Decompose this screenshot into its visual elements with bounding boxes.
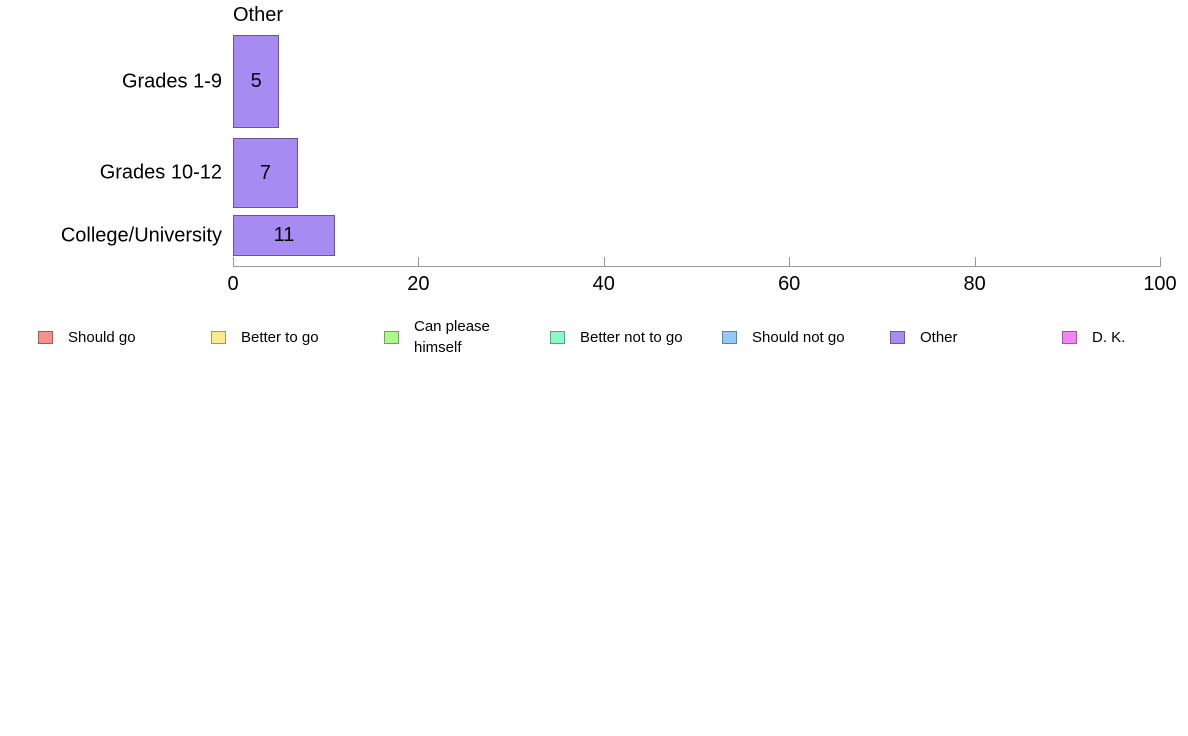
x-axis-tick-labels: 0 20 40 60 80 100 (227, 273, 1176, 297)
legend-item-dk: D. K. (1062, 315, 1125, 359)
legend-label: Can please himself (414, 318, 490, 356)
x-axis-tick-label: 60 (778, 273, 801, 295)
legend: Should go Better to go Can please himsel… (0, 315, 1188, 361)
bar-grades-1-9: 5 (233, 35, 280, 128)
category-label-grades-10-12: Grades 10-12 (99, 161, 222, 184)
x-axis-tick (789, 257, 791, 266)
bar-value-label: 11 (273, 224, 295, 246)
legend-label: Other (920, 328, 958, 346)
legend-swatch-better-to-go (211, 330, 226, 344)
legend-swatch-can-please-himself (384, 330, 399, 344)
legend-item-better-not-to-go: Better not to go (550, 315, 683, 359)
x-axis-tick (974, 257, 976, 266)
x-axis-tick-label: 100 (1143, 273, 1177, 295)
category-label-college-university: College/University (60, 224, 222, 247)
legend-label: Should go (68, 328, 136, 346)
legend-swatch-better-not-to-go (550, 330, 565, 344)
legend-label: D. K. (1092, 328, 1126, 346)
legend-label: Better not to go (580, 328, 683, 346)
legend-item-should-go: Should go (38, 315, 136, 359)
bar-value-label: 7 (259, 161, 271, 184)
legend-swatch-should-not-go (722, 330, 737, 344)
legend-item-other: Other (890, 315, 958, 359)
x-axis-tick (603, 257, 605, 266)
x-axis-tick-label: 0 (227, 273, 239, 295)
chart-title: Other (233, 4, 284, 26)
bar-grades-10-12: 7 (233, 138, 298, 208)
x-axis-tick (418, 257, 420, 266)
bar-college-university: 11 (233, 215, 335, 256)
legend-swatch-other (890, 330, 905, 344)
x-axis-tick (233, 257, 234, 266)
x-axis-ticks (233, 257, 1161, 266)
x-axis-tick-label: 40 (592, 273, 615, 295)
legend-item-should-not-go: Should not go (722, 315, 845, 359)
x-axis-line (233, 266, 1161, 267)
x-axis-tick-label: 80 (963, 273, 986, 295)
category-label-grades-1-9: Grades 1-9 (121, 70, 222, 93)
legend-item-better-to-go: Better to go (211, 315, 319, 359)
bar-value-label: 5 (250, 70, 262, 92)
legend-swatch-dk (1062, 330, 1077, 344)
plot-area: 5 7 11 (233, 0, 1160, 266)
legend-swatch-should-go (38, 330, 53, 344)
legend-label: Should not go (752, 328, 845, 346)
x-axis-tick-label: 20 (407, 273, 430, 295)
x-axis-tick (1160, 257, 1161, 266)
legend-label: Better to go (241, 328, 319, 346)
legend-item-can-please-himself: Can please himself (384, 315, 510, 359)
